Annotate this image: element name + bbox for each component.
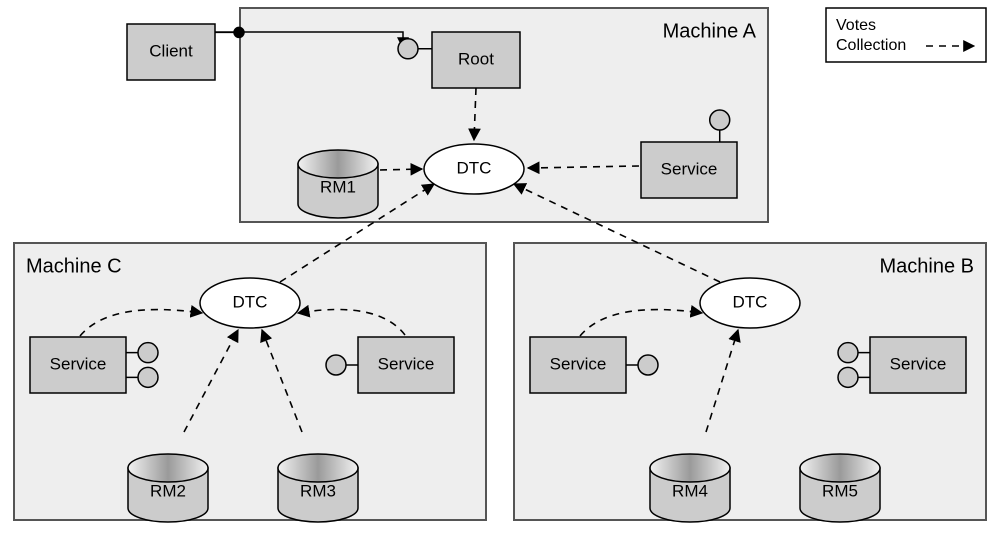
cylinder-rm1-label: RM1 <box>320 177 356 196</box>
machine-title-c: Machine C <box>26 255 122 277</box>
legend-line1: Votes <box>836 17 876 34</box>
cylinder-rm2-label: RM2 <box>150 481 186 500</box>
machine-title-b: Machine B <box>880 255 975 277</box>
cylinder-rm1: RM1 <box>298 150 378 218</box>
node-client-label: Client <box>149 41 193 60</box>
cylinder-rm4-label: RM4 <box>672 481 708 500</box>
cylinder-rm3-label: RM3 <box>300 481 336 500</box>
lollipop-ball-6 <box>638 355 658 375</box>
cylinder-rm5-label: RM5 <box>822 481 858 500</box>
lollipop-ball-4 <box>138 367 158 387</box>
lollipop-ball-3 <box>138 343 158 363</box>
node-serviceB1-label: Service <box>550 354 607 373</box>
cylinder-rm5: RM5 <box>800 454 880 522</box>
cylinder-rm4: RM4 <box>650 454 730 522</box>
lollipop-ball-2 <box>710 110 730 130</box>
legend-line2: Collection <box>836 37 906 54</box>
ellipse-dtcA-label: DTC <box>457 158 492 177</box>
cylinder-rm3: RM3 <box>278 454 358 522</box>
lollipop-ball-5 <box>326 355 346 375</box>
node-serviceB2-label: Service <box>890 354 947 373</box>
node-serviceA-label: Service <box>661 159 718 178</box>
node-serviceC2-label: Service <box>378 354 435 373</box>
lollipop-ball-1 <box>398 39 418 59</box>
ellipse-dtcB-label: DTC <box>733 292 768 311</box>
machine-title-a: Machine A <box>663 20 757 42</box>
node-serviceC1-label: Service <box>50 354 107 373</box>
lollipop-ball-0 <box>234 27 244 37</box>
cylinder-rm2: RM2 <box>128 454 208 522</box>
ellipse-dtcC-label: DTC <box>233 292 268 311</box>
node-root-label: Root <box>458 49 494 68</box>
lollipop-ball-8 <box>838 367 858 387</box>
lollipop-ball-7 <box>838 343 858 363</box>
